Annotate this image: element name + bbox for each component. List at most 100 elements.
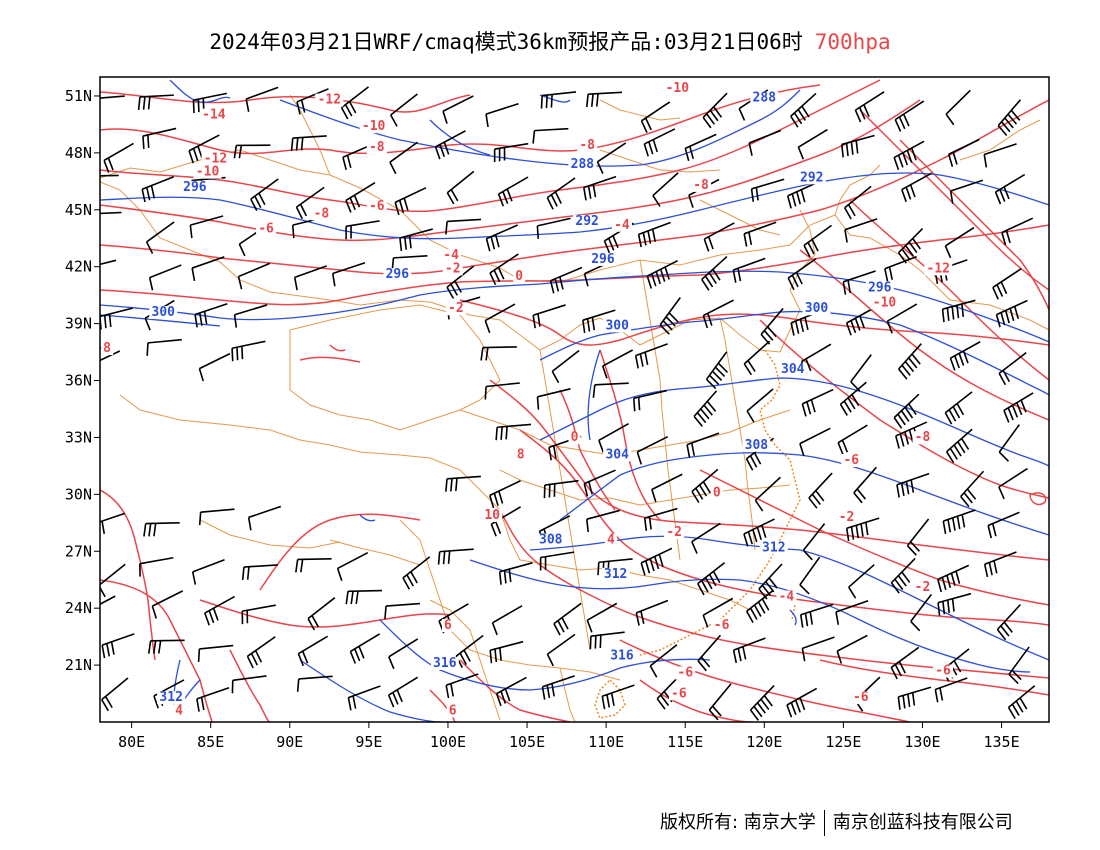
wind-barb	[437, 548, 474, 565]
wind-barb	[484, 382, 520, 400]
isotherm-lines	[100, 79, 1049, 722]
temperature-label-bg	[924, 262, 953, 276]
height-label-bg	[601, 567, 630, 581]
temperature-label: -10	[873, 296, 897, 311]
wind-barb	[987, 511, 1020, 539]
wind-barb	[808, 472, 833, 509]
lat-tick-label: 48N	[65, 144, 92, 162]
temperature-label-bg	[445, 302, 466, 316]
wind-barb	[345, 589, 383, 605]
wind-barb	[835, 600, 869, 625]
lon-tick-label: 100E	[430, 733, 466, 751]
wind-barb	[906, 518, 930, 556]
wind-barb	[643, 128, 676, 157]
wind-barb	[147, 639, 185, 654]
temperature-label-bg	[850, 691, 871, 705]
temperature-label-bg	[441, 249, 462, 263]
wind-barb	[801, 636, 835, 662]
wind-barb	[188, 134, 220, 164]
wind-barb	[799, 603, 834, 628]
wind-barb	[387, 676, 419, 708]
wind-barb	[746, 388, 774, 423]
wind-barb	[307, 597, 336, 631]
wind-barb	[197, 644, 234, 662]
wind-barb	[139, 556, 174, 577]
wind-barb	[384, 602, 420, 620]
wind-barb	[901, 172, 932, 203]
wind-barb	[884, 255, 917, 282]
wind-barb	[241, 564, 278, 581]
wind-barb	[245, 86, 279, 112]
wind-barb	[148, 264, 182, 291]
wind-barb	[994, 173, 1026, 205]
lon-tick-label: 90E	[276, 733, 303, 751]
wind-barb	[635, 599, 669, 626]
temperature-label: -8	[369, 140, 385, 155]
wind-barb	[585, 91, 623, 108]
temperature-label: -6	[714, 618, 730, 633]
wind-barb	[895, 421, 928, 449]
temperature-label: -8	[314, 206, 330, 221]
lon-tick-label: 115E	[667, 733, 703, 751]
wind-barb	[754, 476, 781, 512]
wind-barb	[389, 141, 418, 175]
height-label: 296	[591, 252, 615, 267]
wind-barb	[231, 675, 267, 694]
temperature-label-bg	[366, 199, 387, 213]
temperature-label: 4	[607, 533, 615, 548]
temperature-label-bg	[514, 448, 527, 462]
wind-barb	[141, 176, 175, 203]
temperature-label: -8	[579, 138, 595, 153]
wind-barb	[296, 675, 333, 692]
wind-barb	[945, 89, 971, 126]
wind-barb	[890, 646, 920, 680]
wind-barb	[543, 479, 579, 499]
wind-barb	[198, 508, 235, 526]
wind-barb	[949, 341, 981, 371]
wind-barb	[532, 127, 569, 144]
wind-barb	[854, 91, 885, 123]
wind-barb	[143, 521, 180, 537]
wind-barb	[910, 593, 933, 632]
lat-tick-label: 51N	[65, 87, 92, 105]
wind-barb	[231, 340, 266, 362]
height-label-bg	[865, 281, 894, 295]
height-label: 300	[152, 305, 176, 320]
copyright-text: 版权所有: 南京大学	[660, 812, 816, 833]
wind-barb	[732, 637, 766, 664]
lon-tick-label: 85E	[197, 733, 224, 751]
wind-barb	[750, 178, 785, 202]
lat-tick-label: 42N	[65, 258, 92, 276]
wind-barb	[686, 432, 720, 458]
wind-barb	[802, 523, 826, 561]
lat-tick-label: 45N	[65, 201, 92, 219]
wind-barb	[697, 634, 722, 672]
temperature-label-bg	[315, 93, 344, 107]
wind-barb	[100, 259, 117, 266]
temperature-label: -2	[445, 261, 461, 276]
temperature-label: -8	[693, 178, 709, 193]
wind-barb	[844, 218, 878, 243]
temperature-label-bg	[173, 704, 186, 718]
height-label-bg	[180, 180, 209, 194]
temperature-label-bg	[256, 222, 277, 236]
temperature-label-bg	[441, 619, 454, 633]
wind-barb	[347, 685, 381, 711]
wind-barb	[995, 299, 1028, 328]
temperature-label: -6	[843, 453, 859, 468]
wind-barb	[103, 142, 134, 173]
wind-barb	[586, 509, 620, 533]
wind-barb	[847, 564, 875, 599]
height-label: 312	[762, 540, 785, 555]
wind-barb	[189, 215, 224, 239]
temperature-label: -6	[369, 199, 385, 214]
wind-barb	[204, 595, 235, 626]
wind-barb	[853, 466, 877, 504]
wind-barb	[693, 390, 718, 427]
wind-barb	[295, 186, 325, 220]
temperature-label-bg	[912, 431, 933, 445]
temperature-label-bg	[711, 619, 732, 633]
temperature-label-bg	[577, 139, 598, 153]
wind-barb	[636, 435, 669, 465]
temperature-label-bg	[201, 152, 230, 166]
